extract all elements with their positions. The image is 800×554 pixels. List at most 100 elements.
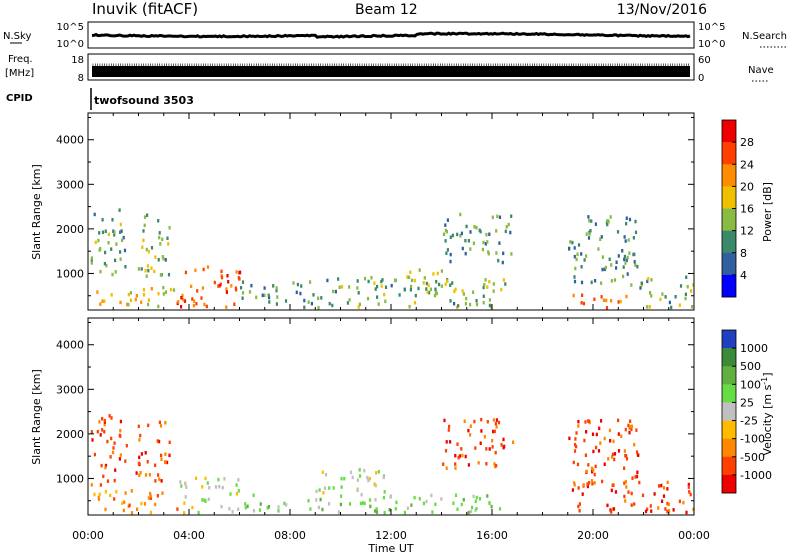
range-cell [507,222,510,227]
colorbar-tick-label: 28 [740,136,754,149]
range-cell [134,297,137,302]
range-cell [456,232,459,237]
range-cell [626,272,629,276]
range-cell [97,238,100,243]
range-cell [380,279,383,284]
range-cell [498,241,501,245]
range-cell [431,510,434,514]
range-cell [687,485,690,489]
range-cell [590,479,594,483]
range-cell [585,430,588,434]
range-cell [459,212,462,217]
range-cell [309,507,312,511]
colorbar-tick-label: -100 [740,433,765,446]
range-cell [474,508,477,513]
range-cell [99,247,102,251]
range-cell [91,438,94,442]
range-cell [147,423,150,428]
range-cell [467,510,470,515]
range-cell [453,301,456,306]
range-cell [317,306,320,310]
range-cell [359,501,362,506]
range-cell [510,214,513,218]
colorbar-tick-label: 20 [740,180,754,193]
range-cell [168,440,171,445]
range-cell [617,449,621,453]
range-cell [107,241,110,245]
range-cell [573,279,577,284]
range-cell [588,481,591,485]
range-cell [191,297,194,301]
range-cell [375,510,379,514]
range-cell [142,238,145,243]
range-cell [577,504,580,509]
range-cell [497,420,501,425]
range-cell [112,229,115,233]
range-cell [480,417,483,422]
range-cell [491,215,494,220]
range-cell [138,438,141,442]
nsky-panel: N.Sky 10^5 10^0 10^5 10^0 N.Search [3,21,788,50]
x-tick-label: 00:00 [678,529,710,542]
range-cell [628,430,631,435]
x-tick-label: 04:00 [173,529,205,542]
range-cell [149,491,152,496]
range-cell [140,300,143,304]
range-cell [572,460,575,465]
range-cell [498,215,502,219]
range-cell [322,491,325,495]
range-cell [603,267,606,272]
range-cell [590,219,593,223]
range-cell [149,510,152,515]
range-cell [218,284,221,288]
range-cell [111,272,114,277]
range-cell [149,496,153,500]
range-cell [226,274,229,278]
range-cell [472,494,475,499]
range-cell [96,429,99,434]
power-frame [87,112,695,311]
range-cell [634,230,638,235]
range-cell [363,501,366,506]
range-cell [235,483,238,487]
range-cell [674,295,677,299]
range-cell [328,502,331,506]
range-cell [105,263,108,268]
range-cell [238,271,241,275]
range-cell [461,289,464,293]
colorbar-band [722,330,736,349]
range-cell [607,457,610,461]
range-cell [636,470,639,474]
range-cell [445,251,448,255]
range-cell [109,455,112,459]
range-cell [413,278,416,283]
range-cell [661,292,664,296]
range-cell [591,482,594,486]
range-cell [161,491,164,495]
range-cell [650,509,653,513]
range-cell [610,455,614,459]
y-tick-label: 3000 [56,178,84,191]
range-cell [571,488,574,492]
range-cell [491,438,494,443]
power-panel: 1000 2000 3000 4000 Slant Range [km] 28 24 20… [30,112,774,311]
range-cell [576,462,580,467]
range-cell [102,474,105,479]
range-cell [454,493,458,497]
range-cell [127,303,130,307]
range-cell [334,289,337,294]
range-cell [135,294,138,298]
range-cell [486,494,489,498]
range-cell [146,264,149,268]
range-cell [615,266,618,270]
range-cell [610,299,613,303]
range-cell [93,212,96,217]
range-cell [244,502,247,506]
range-cell [623,481,626,485]
range-cell [360,492,363,497]
range-cell [455,305,459,309]
range-cell [237,489,240,493]
range-cell [237,507,240,511]
range-cell [157,291,160,296]
range-cell [266,506,269,510]
